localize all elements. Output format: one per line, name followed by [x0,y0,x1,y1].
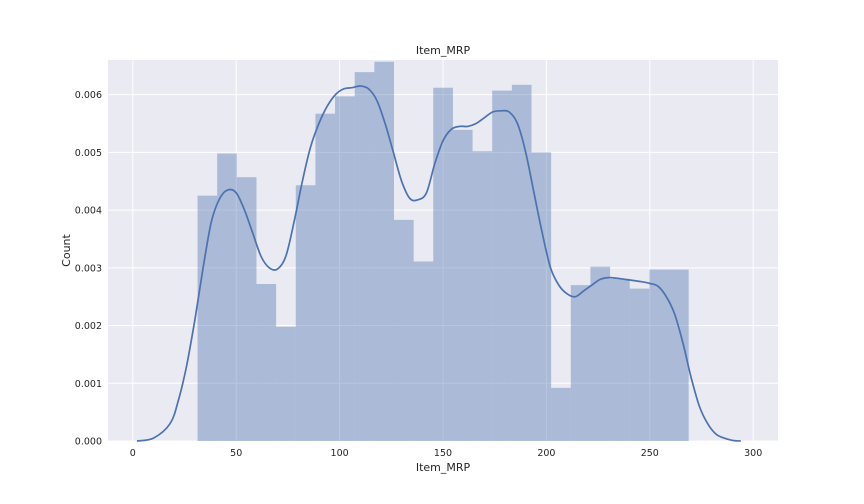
x-axis-ticks: 0 50 100 150 200 250 300 [130,448,762,459]
y-axis-title: Count [60,233,73,266]
histogram-bar [295,185,316,441]
histogram-bar [610,278,630,441]
histogram-bar [551,387,571,441]
grid-lines [108,60,778,442]
histogram-bar [335,96,355,442]
histogram-bar [472,151,493,441]
y-tick-label: 0.003 [75,263,102,274]
y-tick-label: 0.004 [75,206,102,217]
histogram-bar [276,326,296,441]
histogram-bar [256,283,277,441]
histogram-bar [413,261,434,441]
kde-curve [136,85,741,442]
histogram-bar [217,153,237,441]
x-tick-label: 150 [434,448,452,459]
x-tick-label: 50 [230,448,242,459]
histogram-bar [649,269,670,441]
x-tick-label: 300 [744,448,762,459]
histogram-bar [629,288,650,441]
histogram-bar [452,129,473,441]
histogram-bar [374,61,394,442]
y-tick-label: 0.000 [75,437,102,448]
histogram-bar [197,195,218,441]
histogram-bar [492,90,512,441]
x-tick-label: 100 [331,448,349,459]
x-tick-label: 200 [537,448,555,459]
y-tick-label: 0.001 [75,379,102,390]
histogram-bar [354,72,375,441]
x-tick-label: 250 [641,448,659,459]
histogram-bar [511,84,532,441]
y-axis-ticks: 0.000 0.001 0.002 0.003 0.004 0.005 0.006 [75,90,102,447]
x-tick-label: 0 [130,448,136,459]
histogram-bar [590,266,611,441]
histogram-bars [197,61,689,442]
histogram-bar [236,177,257,441]
y-tick-label: 0.006 [75,90,102,101]
histogram-bar [315,113,336,441]
y-tick-label: 0.005 [75,148,102,159]
histogram-bar [531,152,552,441]
x-axis-title: Item_MRP [416,461,471,474]
chart-title: Item_MRP [416,44,471,57]
histogram-bar [570,285,591,441]
histogram-bar [433,87,453,441]
histogram-bar [393,219,414,441]
y-tick-label: 0.002 [75,321,102,332]
